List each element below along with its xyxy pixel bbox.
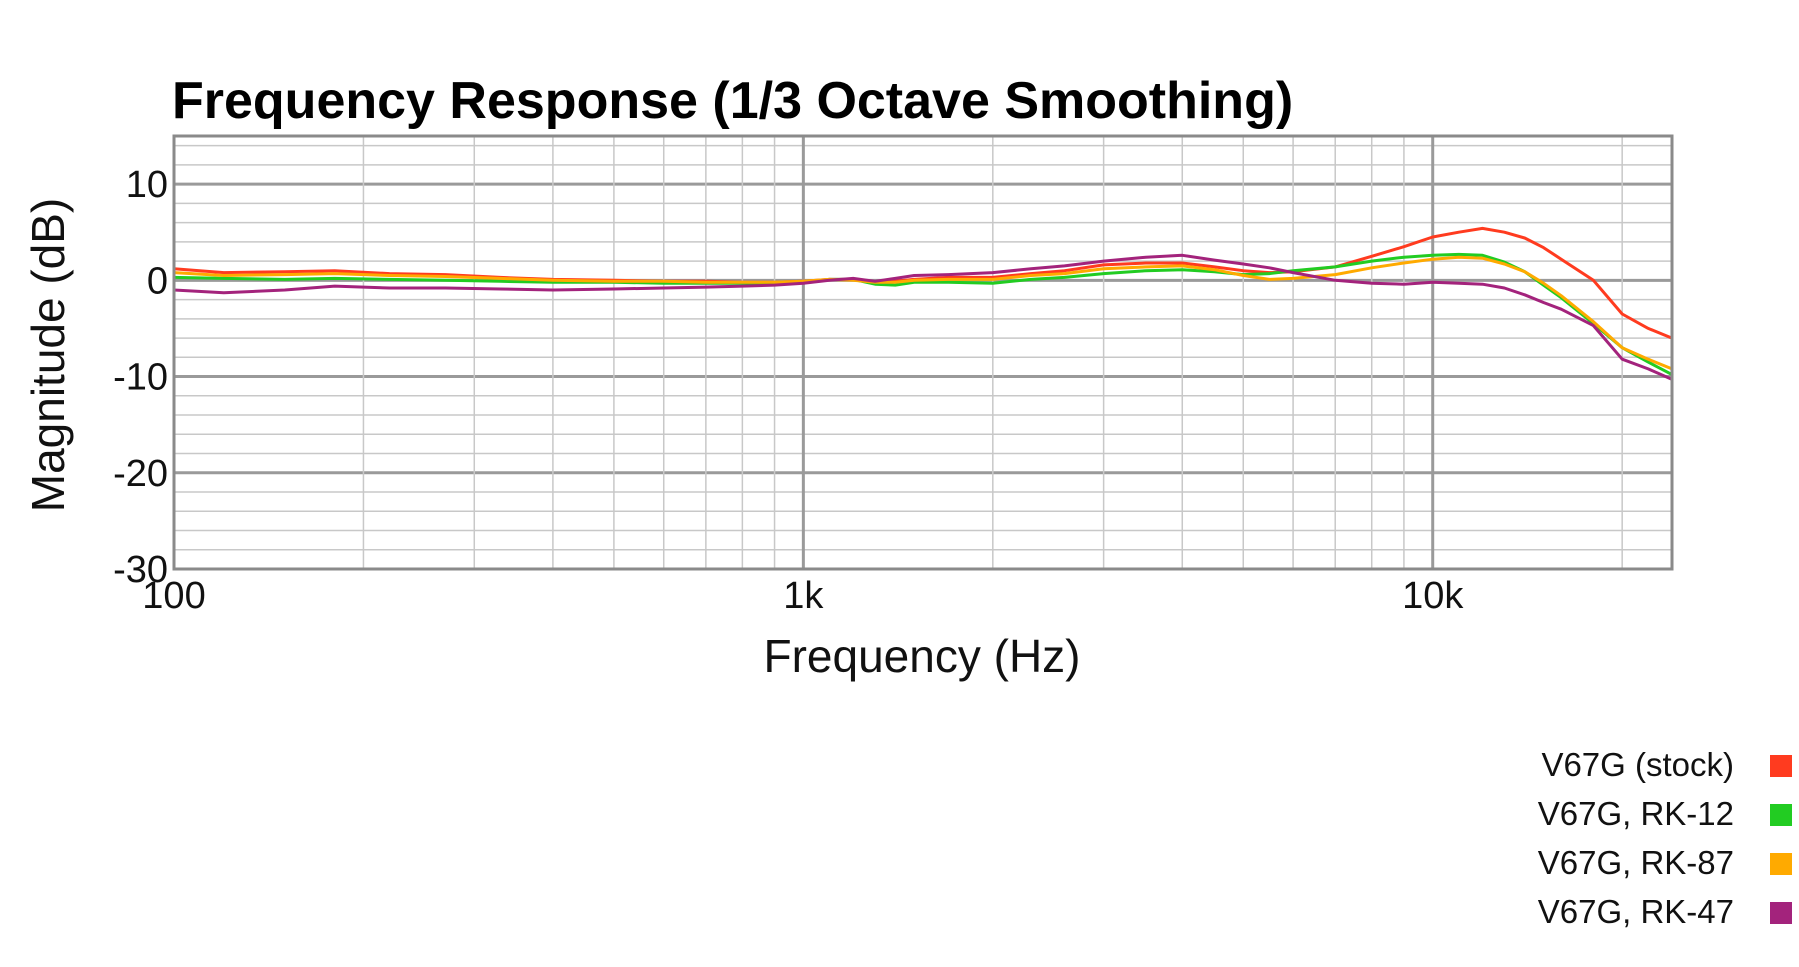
grid-lines (172, 136, 1672, 571)
legend-label: V67G, RK-47 (1538, 893, 1734, 930)
y-tick-label: -10 (113, 357, 168, 399)
legend: V67G (stock) V67G, RK-12 V67G, RK-87 V67G, … (1538, 746, 1792, 930)
series-line (172, 255, 1674, 371)
legend-swatch (1770, 853, 1792, 875)
legend-swatch (1770, 755, 1792, 777)
x-tick-labels: 100 1k 10k (142, 575, 1464, 617)
x-tick-label: 10k (1402, 575, 1464, 617)
legend-swatch (1770, 804, 1792, 826)
y-axis-label: Magnitude (dB) (22, 198, 74, 513)
y-tick-label: -20 (113, 453, 168, 495)
legend-label: V67G (stock) (1541, 746, 1734, 783)
chart-title: Frequency Response (1/3 Octave Smoothing… (172, 72, 1293, 130)
plot-frame (172, 134, 1674, 571)
y-tick-labels: 10 0 -10 -20 -30 (113, 164, 168, 591)
x-tick-label: 100 (142, 575, 205, 617)
legend-label: V67G, RK-87 (1538, 844, 1734, 881)
y-tick-label: 10 (126, 164, 168, 206)
series-line (172, 252, 1674, 377)
legend-label: V67G, RK-12 (1538, 795, 1734, 832)
x-tick-label: 1k (783, 575, 824, 617)
series-lines (172, 226, 1674, 381)
legend-swatch (1770, 902, 1792, 924)
x-axis-label: Frequency (Hz) (764, 630, 1081, 682)
series-line (172, 253, 1674, 381)
y-tick-label: -30 (113, 549, 168, 591)
y-tick-label: 0 (147, 260, 168, 302)
